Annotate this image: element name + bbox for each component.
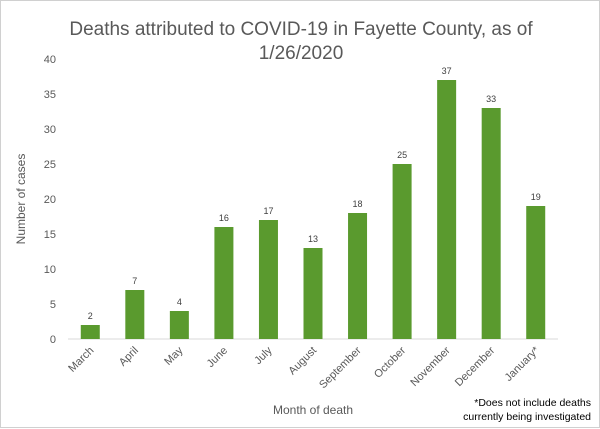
y-tick-label: 10	[44, 264, 56, 276]
x-axis-label: Month of death	[273, 403, 353, 417]
y-tick-label: 20	[44, 194, 56, 206]
x-tick-label: May	[162, 344, 186, 368]
bar	[125, 290, 145, 339]
data-label: 13	[308, 234, 318, 244]
data-label: 7	[132, 276, 137, 286]
x-tick-label: July	[252, 344, 275, 367]
y-tick-label: 5	[50, 299, 56, 311]
bar	[303, 248, 323, 339]
x-tick-label: October	[372, 344, 408, 380]
data-label: 25	[397, 150, 407, 160]
y-tick-label: 25	[44, 159, 56, 171]
x-tick-label: June	[205, 345, 230, 370]
bar	[481, 108, 501, 339]
bars-group: 2 7 4 16 17 13 18 25 37 33 19	[80, 66, 546, 339]
bar	[169, 311, 189, 339]
bar	[392, 164, 412, 339]
x-tick-label: March	[66, 345, 96, 375]
data-label: 4	[177, 297, 182, 307]
chart-title-line-1: Deaths attributed to COVID-19 in Fayette…	[69, 19, 533, 40]
data-label: 16	[219, 213, 229, 223]
x-tick-label: December	[453, 344, 498, 389]
y-tick-label: 40	[44, 54, 56, 66]
chart-title-line-2: 1/26/2020	[259, 43, 344, 64]
x-tick-label: November	[408, 344, 453, 389]
bar	[80, 325, 100, 339]
y-axis-ticks: 0 5 10 15 20 25 30 35 40	[44, 54, 56, 346]
bar	[214, 227, 234, 339]
y-tick-label: 30	[44, 124, 56, 136]
y-axis-label: Number of cases	[14, 154, 28, 245]
x-tick-label: September	[317, 344, 364, 391]
x-tick-label: January*	[503, 344, 543, 384]
bar	[437, 80, 457, 339]
footnote-line-2: currently being investigated	[463, 411, 591, 423]
y-tick-label: 15	[44, 229, 56, 241]
bar	[526, 206, 546, 339]
data-label: 19	[531, 192, 541, 202]
bar	[258, 220, 278, 339]
bar	[348, 213, 368, 339]
data-label: 2	[88, 311, 93, 321]
data-label: 17	[263, 206, 273, 216]
y-tick-label: 35	[44, 89, 56, 101]
data-label: 37	[442, 66, 452, 76]
footnote-line-1: *Does not include deaths	[474, 397, 591, 409]
data-label: 18	[353, 199, 363, 209]
x-tick-label: April	[117, 345, 141, 369]
x-tick-label: August	[286, 345, 319, 378]
data-label: 33	[486, 94, 496, 104]
y-tick-label: 0	[50, 334, 56, 346]
